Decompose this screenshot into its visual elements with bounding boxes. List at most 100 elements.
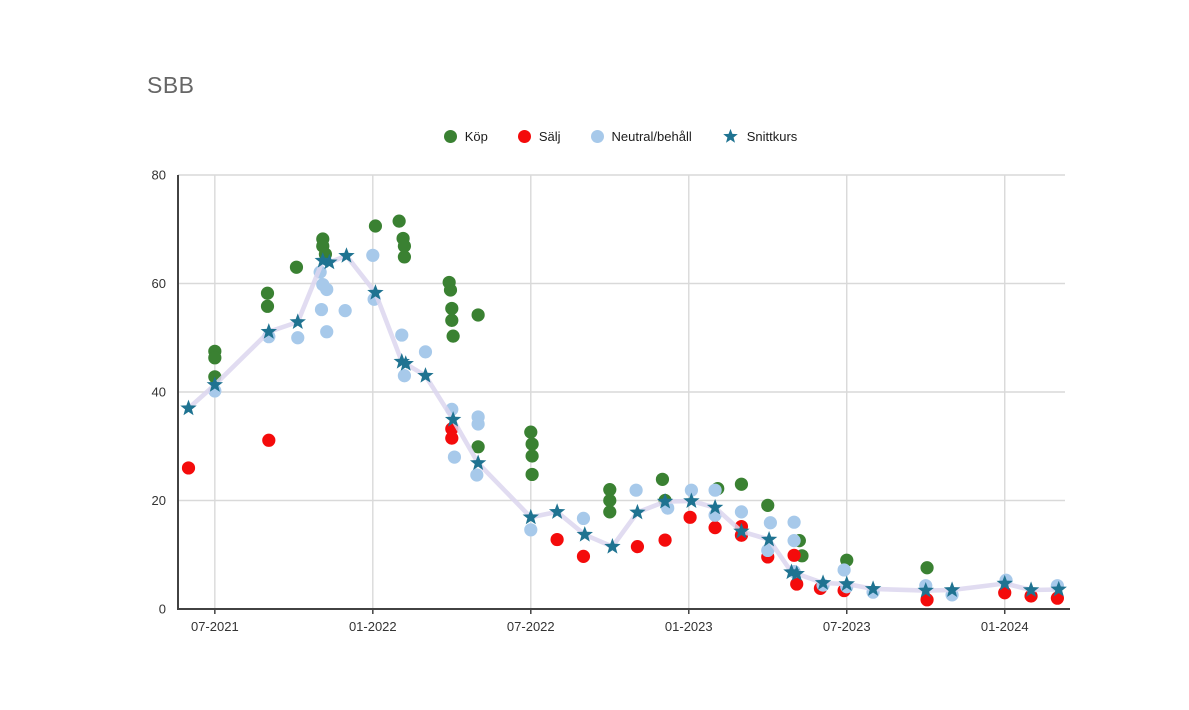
x-tick-label: 01-2023 — [665, 619, 713, 634]
point-neutral-beh-ll — [366, 248, 380, 262]
point-k-p — [445, 313, 459, 327]
x-tick-label: 01-2022 — [349, 619, 397, 634]
point-k-p — [443, 283, 458, 297]
point-neutral-beh-ll — [837, 563, 851, 577]
point-snittkurs — [788, 565, 805, 581]
point-k-p — [445, 301, 459, 316]
point-k-p — [920, 561, 934, 575]
point-snittkurs — [838, 575, 855, 591]
point-k-p — [397, 239, 412, 253]
legend-item-kop[interactable]: Köp — [443, 129, 488, 144]
point-k-p — [471, 440, 485, 454]
point-s-lj — [708, 521, 722, 535]
point-s-lj — [790, 577, 804, 591]
point-snittkurs — [548, 503, 566, 519]
legend-item-snittkurs[interactable]: Snittkurs — [722, 128, 797, 145]
y-tick-label: 60 — [152, 276, 166, 291]
point-s-lj — [658, 533, 672, 547]
y-tick-label: 0 — [159, 602, 166, 617]
point-k-p — [525, 449, 539, 463]
legend-label-kop: Köp — [464, 129, 488, 144]
point-snittkurs — [1050, 580, 1067, 597]
kop-circle-icon — [443, 130, 457, 143]
point-k-p — [260, 286, 275, 300]
x-tick-label: 01-2024 — [981, 619, 1029, 634]
point-snittkurs — [180, 399, 197, 416]
point-s-lj — [1050, 591, 1064, 605]
point-snittkurs — [444, 411, 462, 427]
point-neutral-beh-ll — [576, 511, 591, 526]
legend-item-salj[interactable]: Sälj — [517, 129, 561, 144]
point-snittkurs — [943, 581, 961, 597]
legend-label-neutral: Neutral/behåll — [611, 129, 692, 144]
point-s-lj — [181, 461, 196, 475]
point-neutral-beh-ll — [397, 369, 412, 383]
chart-title: SBB — [147, 72, 195, 98]
point-k-p — [761, 498, 775, 512]
point-neutral-beh-ll — [629, 483, 643, 497]
point-snittkurs — [321, 253, 338, 270]
point-k-p — [471, 308, 485, 322]
point-snittkurs — [417, 367, 434, 383]
point-snittkurs — [522, 508, 539, 525]
y-tick-label: 20 — [152, 493, 166, 508]
point-k-p — [603, 483, 617, 497]
point-neutral-beh-ll — [787, 515, 801, 529]
point-snittkurs — [206, 376, 224, 392]
point-k-p — [260, 299, 275, 313]
point-k-p — [446, 329, 460, 343]
point-s-lj — [998, 586, 1012, 600]
point-snittkurs — [683, 492, 700, 508]
point-snittkurs — [604, 538, 621, 554]
point-s-lj — [445, 431, 459, 445]
x-tick-label: 07-2022 — [507, 619, 555, 634]
point-k-p — [368, 219, 383, 233]
point-snittkurs — [917, 581, 934, 598]
point-snittkurs — [289, 313, 306, 329]
point-neutral-beh-ll — [447, 450, 462, 464]
point-k-p — [524, 425, 538, 439]
point-snittkurs — [576, 526, 593, 542]
point-k-p — [603, 505, 617, 519]
point-snittkurs — [393, 353, 410, 369]
legend-item-neutral[interactable]: Neutral/behåll — [590, 129, 692, 144]
point-s-lj — [262, 433, 276, 447]
point-s-lj — [576, 549, 591, 563]
point-s-lj — [630, 540, 645, 554]
point-snittkurs — [367, 284, 384, 300]
point-k-p — [289, 260, 304, 274]
point-snittkurs — [1022, 581, 1040, 597]
point-snittkurs — [260, 323, 277, 339]
legend: Köp Sälj Neutral/behåll Snittkurs — [0, 128, 1189, 145]
point-neutral-beh-ll — [320, 325, 334, 339]
point-snittkurs — [706, 498, 724, 515]
point-k-p — [603, 493, 617, 508]
snittkurs-star-icon — [722, 128, 739, 145]
point-k-p — [655, 472, 670, 486]
point-snittkurs — [629, 503, 646, 520]
point-snittkurs — [656, 492, 674, 509]
point-neutral-beh-ll — [338, 304, 352, 318]
point-s-lj — [787, 548, 801, 562]
y-tick-label: 80 — [152, 168, 166, 183]
point-neutral-beh-ll — [470, 468, 484, 482]
point-s-lj — [683, 510, 697, 524]
point-s-lj — [550, 532, 564, 547]
point-k-p — [734, 477, 749, 491]
x-tick-label: 07-2021 — [191, 619, 239, 634]
point-neutral-beh-ll — [471, 417, 485, 431]
point-snittkurs — [397, 355, 414, 371]
point-snittkurs — [760, 530, 778, 547]
point-snittkurs — [814, 574, 832, 590]
point-k-p — [525, 467, 539, 482]
point-k-p — [525, 437, 539, 451]
legend-label-salj: Sälj — [538, 129, 561, 144]
point-neutral-beh-ll — [734, 505, 749, 519]
point-neutral-beh-ll — [418, 345, 433, 359]
point-neutral-beh-ll — [395, 328, 409, 342]
point-neutral-beh-ll — [708, 483, 722, 497]
point-neutral-beh-ll — [684, 483, 699, 497]
point-neutral-beh-ll — [320, 282, 334, 297]
